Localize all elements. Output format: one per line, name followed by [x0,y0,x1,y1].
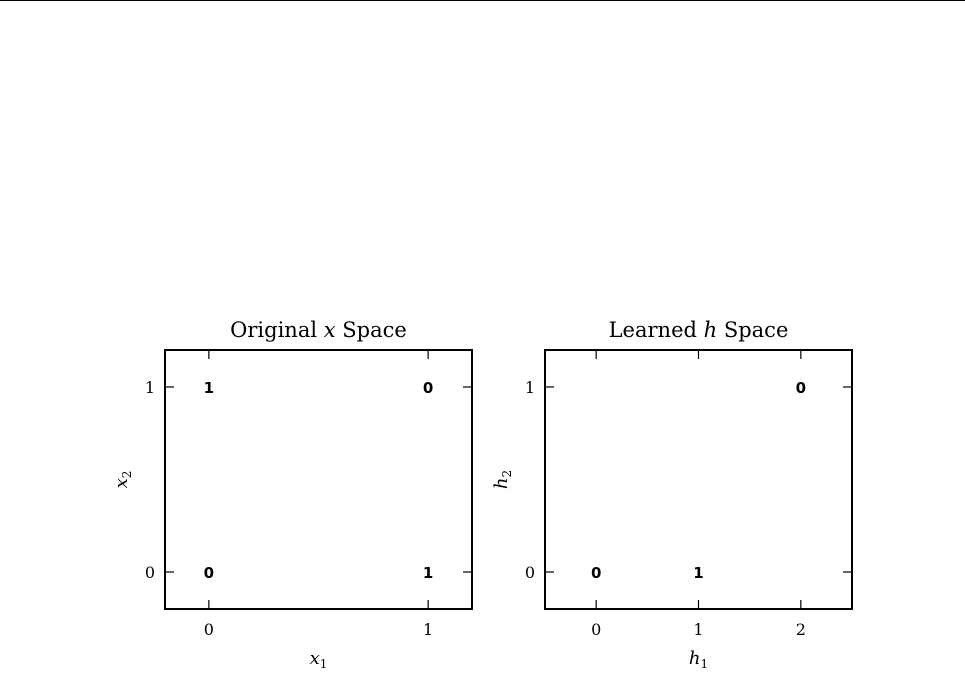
data-point-label: 0 [591,564,601,582]
data-point-label: 0 [204,564,214,582]
data-point-label: 0 [796,379,806,397]
y-tick-label: 1 [145,378,155,397]
y-tick-label: 1 [525,378,535,397]
x-tick-label: 1 [423,620,433,639]
x-tick-label: 1 [693,620,703,639]
data-point-label: 1 [423,564,433,582]
y-axis-label: x2 [111,471,134,489]
top-rule [0,0,965,1]
x-axis-label: h1 [689,648,708,671]
y-tick-label: 0 [525,563,535,582]
x-tick-label: 0 [591,620,601,639]
data-point-label: 0 [423,379,433,397]
chart-title: Original x Space [230,318,407,342]
data-point-label: 1 [204,379,214,397]
y-axis-label: h2 [491,470,514,489]
chart-panel-1: 0 1 0 1 1 0 0 1 Original x Space x1 x2 [111,318,473,671]
x-tick-label: 0 [204,620,214,639]
chart-title: Learned h Space [609,318,789,342]
chart-panel-2: 0 1 2 0 1 0 0 1 Learned h Space h1 h2 [491,318,853,671]
y-tick-label: 0 [145,563,155,582]
plot-frame [164,349,473,610]
x-tick-label: 2 [796,620,806,639]
x-axis-label: x1 [310,648,328,671]
data-point-label: 1 [693,564,703,582]
